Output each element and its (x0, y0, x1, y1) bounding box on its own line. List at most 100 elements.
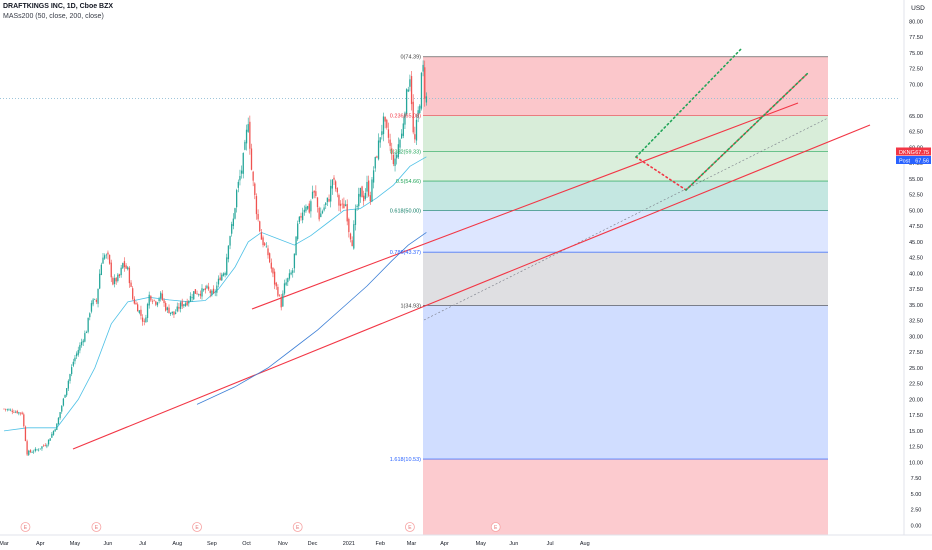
candle-body (349, 233, 352, 240)
candle-body (137, 304, 139, 312)
candle-body (41, 446, 43, 449)
earnings-marker-icon (192, 522, 202, 532)
fib-level-label: 0.382(59.33) (390, 150, 421, 156)
candle-body (341, 203, 343, 205)
price-tick-label: 2.50 (911, 508, 922, 514)
candle-body (293, 253, 296, 269)
candle-body (302, 212, 304, 221)
candle-body (338, 195, 340, 206)
candle-body (326, 197, 329, 203)
candle-body (412, 101, 414, 133)
fib-level-label: 0.618(50.00) (390, 208, 421, 214)
candle-body (298, 216, 300, 223)
candle-body (42, 445, 45, 447)
candle-body (366, 181, 368, 192)
price-tick-label: 0.00 (911, 523, 922, 529)
price-tick-label: 62.50 (909, 130, 923, 136)
candle-body (158, 298, 160, 302)
trend-channel-lines (72, 102, 871, 450)
time-axis[interactable]: Mar Apr May Jun Jul Aug Sep Oct Nov Dec 2021 Feb Mar… (0, 534, 932, 547)
candle-body (211, 290, 213, 296)
candle-body (21, 412, 23, 415)
candle-body (113, 278, 116, 285)
candle-body (359, 187, 362, 197)
fib-level-label: 0.236(65.08) (390, 113, 421, 119)
candle-body (64, 394, 66, 398)
candle-body (250, 148, 253, 170)
fib-trend-line (423, 117, 829, 321)
candle-body (209, 290, 211, 294)
candle-body (236, 190, 238, 208)
candle-body (34, 448, 36, 451)
price-tick-label: 40.00 (909, 271, 923, 277)
time-tick-label: Aug (580, 541, 590, 547)
candle-body (351, 240, 353, 247)
candle-body (173, 311, 175, 315)
earnings-marker-label: E (408, 525, 412, 531)
price-tick-label: 15.00 (909, 429, 923, 435)
price-tick-label: 17.50 (909, 413, 923, 419)
channel-upper-line (251, 102, 799, 310)
time-tick-label: Dec (308, 541, 318, 547)
candle-body (82, 340, 84, 343)
price-tick-label: 25.00 (909, 366, 923, 372)
price-tick-label: 32.50 (909, 319, 923, 325)
candle-body (54, 429, 56, 432)
candle-body (273, 271, 276, 285)
time-tick-labels: Mar Apr May Jun Jul Aug Sep Oct Nov Dec 2021 Feb Mar… (0, 541, 590, 547)
candle-body (300, 216, 302, 218)
candle-body (217, 278, 220, 285)
candle-body (424, 67, 426, 99)
fib-zone (423, 115, 828, 152)
time-tick-label: Aug (172, 541, 182, 547)
candle-body (344, 204, 347, 206)
candle-body (191, 297, 193, 299)
candle-body (405, 89, 408, 115)
candle-body (310, 201, 312, 212)
candle-body (59, 412, 61, 419)
price-tick-label: 65.00 (909, 114, 923, 120)
candle-body (196, 293, 198, 295)
candle-body (336, 188, 338, 193)
candle-body (262, 237, 264, 246)
candle-body (306, 206, 309, 209)
candle-body (207, 286, 210, 290)
candle-body (257, 214, 259, 220)
candle-body (333, 177, 335, 180)
candle-body (85, 331, 88, 334)
time-tick-label: Oct (242, 541, 251, 547)
time-tick-label: 2021 (343, 541, 355, 547)
earnings-marker-icon (490, 522, 501, 532)
candle-body (226, 257, 228, 275)
candle-body (89, 313, 91, 318)
candle-body (394, 158, 396, 167)
candle-body (320, 213, 322, 218)
candle-body (369, 195, 371, 202)
price-axis[interactable]: USD 80.00 77.50 75.00 72.50 70.00 65.00 62.50 6… (896, 0, 931, 535)
earnings-marker-icon (91, 522, 102, 532)
candle-body (77, 350, 79, 355)
candle-body (252, 171, 254, 181)
candle-body (56, 423, 58, 431)
candle-body (222, 273, 225, 276)
candle-body (141, 317, 144, 322)
candle-body (71, 367, 73, 375)
candle-body (305, 206, 307, 212)
time-tick-label: Jun (509, 541, 518, 547)
time-tick-label: May (70, 541, 81, 547)
candle-body (353, 224, 355, 249)
candle-body (74, 357, 76, 362)
price-tick-label: 20.00 (909, 397, 923, 403)
candle-body (227, 245, 230, 260)
candle-body (57, 417, 60, 425)
candle-body (242, 153, 244, 174)
fibonacci-level-labels: 0(74.39) 0.236(65.08) 0.382(59.33) 0.5(54.6… (390, 55, 421, 463)
candle-body (401, 133, 403, 139)
candle-body (178, 306, 180, 309)
price-tick-label: 10.00 (909, 460, 923, 466)
candle-body (315, 191, 317, 196)
price-tick-label: 30.00 (909, 334, 923, 340)
candle-body (176, 306, 178, 312)
